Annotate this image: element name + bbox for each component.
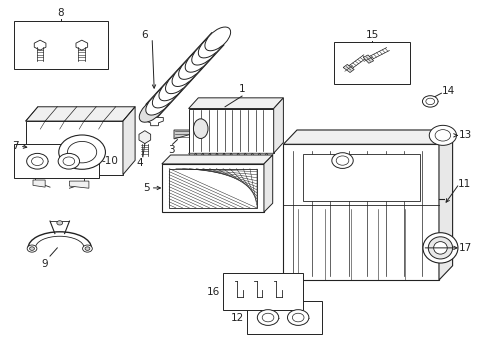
Polygon shape <box>273 98 283 153</box>
Polygon shape <box>217 153 224 158</box>
Text: 2: 2 <box>153 100 160 111</box>
Bar <box>188 109 273 153</box>
Text: 1: 1 <box>238 84 245 94</box>
Polygon shape <box>34 40 46 50</box>
Bar <box>14 144 99 178</box>
Bar <box>162 164 264 212</box>
Text: 12: 12 <box>231 312 244 323</box>
Polygon shape <box>26 107 135 121</box>
Circle shape <box>63 157 75 166</box>
Text: -10: -10 <box>101 156 118 166</box>
Ellipse shape <box>422 233 457 263</box>
Ellipse shape <box>139 99 164 122</box>
Text: 14: 14 <box>441 86 454 96</box>
Circle shape <box>257 310 278 325</box>
Circle shape <box>428 125 456 145</box>
Bar <box>302 154 419 201</box>
Ellipse shape <box>145 91 171 115</box>
Polygon shape <box>264 155 272 212</box>
Polygon shape <box>283 130 452 144</box>
Text: 11: 11 <box>456 179 469 189</box>
Polygon shape <box>76 40 87 50</box>
Polygon shape <box>259 153 266 158</box>
Bar <box>169 168 256 208</box>
Polygon shape <box>209 153 217 158</box>
Bar <box>246 301 322 334</box>
Circle shape <box>331 153 352 168</box>
Circle shape <box>425 98 434 105</box>
Text: 16: 16 <box>206 287 220 297</box>
Circle shape <box>85 247 90 250</box>
Polygon shape <box>122 107 135 175</box>
Polygon shape <box>438 130 452 280</box>
Bar <box>222 273 302 310</box>
Circle shape <box>27 153 48 169</box>
Circle shape <box>336 156 348 165</box>
Ellipse shape <box>193 119 207 139</box>
Ellipse shape <box>433 242 447 254</box>
Circle shape <box>30 247 34 250</box>
Circle shape <box>434 130 450 141</box>
Ellipse shape <box>165 70 191 94</box>
Ellipse shape <box>204 27 230 51</box>
Polygon shape <box>231 153 238 158</box>
Bar <box>26 121 122 175</box>
Bar <box>14 21 108 69</box>
Polygon shape <box>203 153 209 158</box>
Ellipse shape <box>172 63 198 86</box>
Ellipse shape <box>152 84 178 108</box>
Text: 17: 17 <box>458 243 471 253</box>
Circle shape <box>59 135 105 169</box>
Polygon shape <box>343 64 353 72</box>
Ellipse shape <box>185 49 210 72</box>
Polygon shape <box>139 131 150 144</box>
Ellipse shape <box>427 237 452 259</box>
Ellipse shape <box>178 55 204 79</box>
Text: 5: 5 <box>143 183 149 193</box>
Text: 9: 9 <box>42 258 48 269</box>
Circle shape <box>58 153 80 169</box>
Circle shape <box>292 313 304 322</box>
Polygon shape <box>252 153 259 158</box>
Polygon shape <box>33 180 45 187</box>
Polygon shape <box>224 153 231 158</box>
Polygon shape <box>266 153 273 158</box>
Text: 15: 15 <box>365 30 378 40</box>
Circle shape <box>31 157 43 166</box>
Circle shape <box>82 245 92 252</box>
Polygon shape <box>145 117 163 126</box>
Circle shape <box>27 245 37 252</box>
Text: 4: 4 <box>136 158 143 168</box>
Polygon shape <box>188 153 195 158</box>
Polygon shape <box>238 153 245 158</box>
Circle shape <box>67 141 97 163</box>
Polygon shape <box>363 55 373 63</box>
Polygon shape <box>245 153 252 158</box>
Circle shape <box>287 310 308 325</box>
Bar <box>334 42 409 84</box>
Ellipse shape <box>191 41 217 65</box>
Ellipse shape <box>159 77 184 101</box>
Circle shape <box>262 313 273 322</box>
Text: 7: 7 <box>12 141 19 151</box>
Polygon shape <box>174 130 189 139</box>
Polygon shape <box>69 181 89 188</box>
Polygon shape <box>195 153 203 158</box>
Circle shape <box>57 221 62 225</box>
Text: 13: 13 <box>458 130 471 140</box>
Text: 3: 3 <box>168 145 175 155</box>
Text: 8: 8 <box>58 8 64 18</box>
Circle shape <box>422 96 437 107</box>
Ellipse shape <box>198 34 224 58</box>
Bar <box>283 144 438 280</box>
Polygon shape <box>188 98 283 109</box>
Polygon shape <box>162 155 272 164</box>
Text: 6: 6 <box>141 30 148 40</box>
